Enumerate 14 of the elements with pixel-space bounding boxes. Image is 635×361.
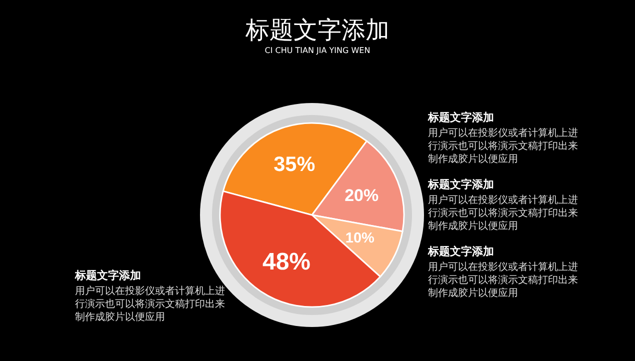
text: 用户可以在投影仪或者计算机上进行演示也可以将演示文稿打印出来制作成胶片以便应用 <box>428 127 579 166</box>
data-label: 48% <box>262 248 311 276</box>
text: 标题文字添加 <box>428 177 494 192</box>
text: 用户可以在投影仪或者计算机上进行演示也可以将演示文稿打印出来制作成胶片以便应用 <box>428 261 579 300</box>
text: 用户可以在投影仪或者计算机上进行演示也可以将演示文稿打印出来制作成胶片以便应用 <box>75 285 226 324</box>
text: 标题文字添加 <box>75 268 141 283</box>
data-label: 20% <box>344 186 379 205</box>
chart-title: 标题文字添加 <box>244 15 390 46</box>
data-label: 10% <box>345 230 375 247</box>
text: 标题文字添加 <box>428 244 494 259</box>
data-label: 35% <box>274 153 316 176</box>
chart-subtitle: CI CHU TIAN JIA YING WEN <box>264 46 372 55</box>
text: 用户可以在投影仪或者计算机上进行演示也可以将演示文稿打印出来制作成胶片以便应用 <box>428 194 579 233</box>
text: 标题文字添加 <box>428 110 494 125</box>
